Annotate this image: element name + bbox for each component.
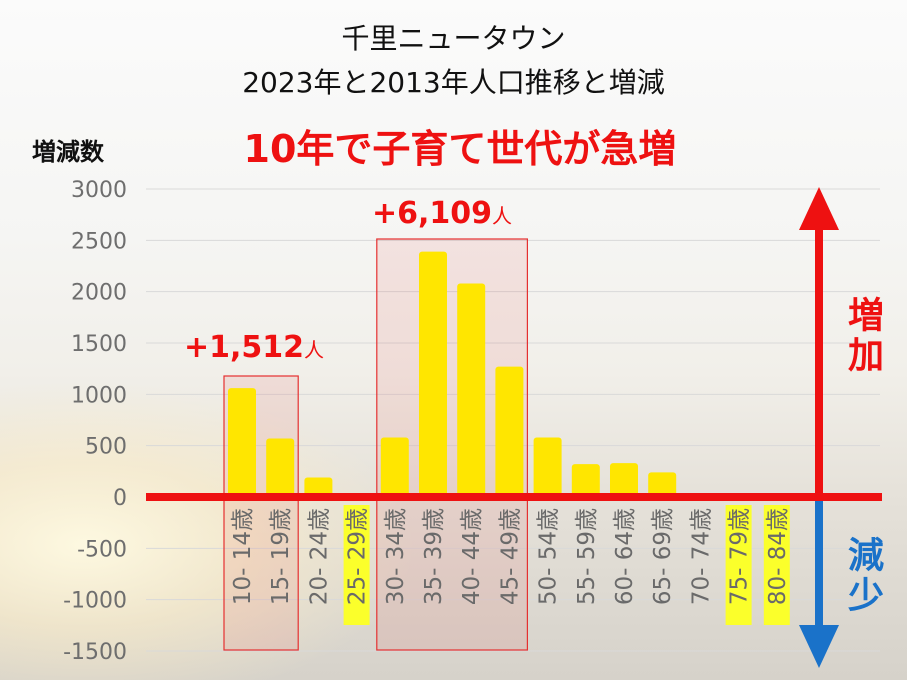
increase-label: 増加 bbox=[842, 296, 883, 376]
increase-arrow-head bbox=[799, 187, 839, 230]
bar bbox=[304, 477, 333, 497]
category-label: 20- 24歳 bbox=[306, 508, 332, 605]
bar bbox=[380, 437, 409, 497]
y-tick-label: -1000 bbox=[63, 589, 127, 614]
group1-total-annotation: +1,512人 bbox=[184, 330, 324, 365]
category-label: 35- 39歳 bbox=[421, 508, 447, 605]
group2-total-unit: 人 bbox=[492, 204, 513, 228]
category-label: 75- 79歳 bbox=[727, 508, 753, 605]
category-label: 15- 19歳 bbox=[268, 508, 294, 605]
bar bbox=[457, 283, 486, 497]
chart-title-line2: 2023年と2013年人口推移と増減 bbox=[242, 66, 665, 99]
y-axis-title: 増減数 bbox=[32, 138, 104, 166]
bar bbox=[571, 464, 600, 497]
increase-arrow-shaft bbox=[815, 225, 823, 497]
y-tick-label: -500 bbox=[77, 537, 127, 562]
category-label: 25- 29歳 bbox=[345, 508, 371, 605]
y-tick-label: 1500 bbox=[71, 332, 127, 357]
bar bbox=[533, 437, 562, 497]
bar bbox=[419, 251, 447, 497]
bar bbox=[648, 472, 677, 497]
bar bbox=[610, 463, 638, 497]
category-label: 80- 84歳 bbox=[765, 508, 791, 605]
y-tick-label: 3000 bbox=[71, 178, 127, 203]
category-label-highlight bbox=[343, 505, 370, 625]
y-tick-label: 2500 bbox=[71, 229, 127, 254]
category-label-highlight bbox=[725, 505, 752, 625]
y-tick-label: 500 bbox=[85, 435, 127, 460]
group2-total-annotation: +6,109人 bbox=[372, 196, 512, 231]
chart-title-line1: 千里ニュータウン bbox=[341, 22, 566, 55]
category-label: 50- 54歳 bbox=[536, 508, 562, 605]
headline: 10年で子育て世代が急増 bbox=[243, 127, 677, 171]
group2-total-value: +6,109 bbox=[372, 196, 493, 231]
bar bbox=[266, 438, 295, 497]
category-label-highlight bbox=[763, 505, 790, 625]
decrease-arrow-head bbox=[799, 625, 839, 668]
group1-total-unit: 人 bbox=[304, 338, 325, 362]
bar bbox=[228, 388, 256, 497]
zero-line bbox=[146, 493, 882, 501]
category-label: 70- 74歳 bbox=[688, 508, 714, 605]
category-label: 40- 44歳 bbox=[459, 508, 485, 605]
category-label: 60- 64歳 bbox=[612, 508, 638, 605]
category-label: 10- 14歳 bbox=[230, 508, 256, 605]
group1-total-value: +1,512 bbox=[184, 330, 305, 365]
decrease-arrow-shaft bbox=[815, 501, 823, 630]
category-label: 65- 69歳 bbox=[650, 508, 676, 605]
y-tick-label: 0 bbox=[113, 486, 127, 511]
y-tick-label: -1500 bbox=[63, 640, 127, 665]
y-tick-label: 1000 bbox=[71, 383, 127, 408]
category-label: 55- 59歳 bbox=[574, 508, 600, 605]
category-label: 30- 34歳 bbox=[383, 508, 409, 605]
decrease-label: 減少 bbox=[842, 536, 883, 616]
category-label: 45- 49歳 bbox=[497, 508, 523, 605]
y-tick-label: 2000 bbox=[71, 281, 127, 306]
bar bbox=[495, 366, 524, 497]
